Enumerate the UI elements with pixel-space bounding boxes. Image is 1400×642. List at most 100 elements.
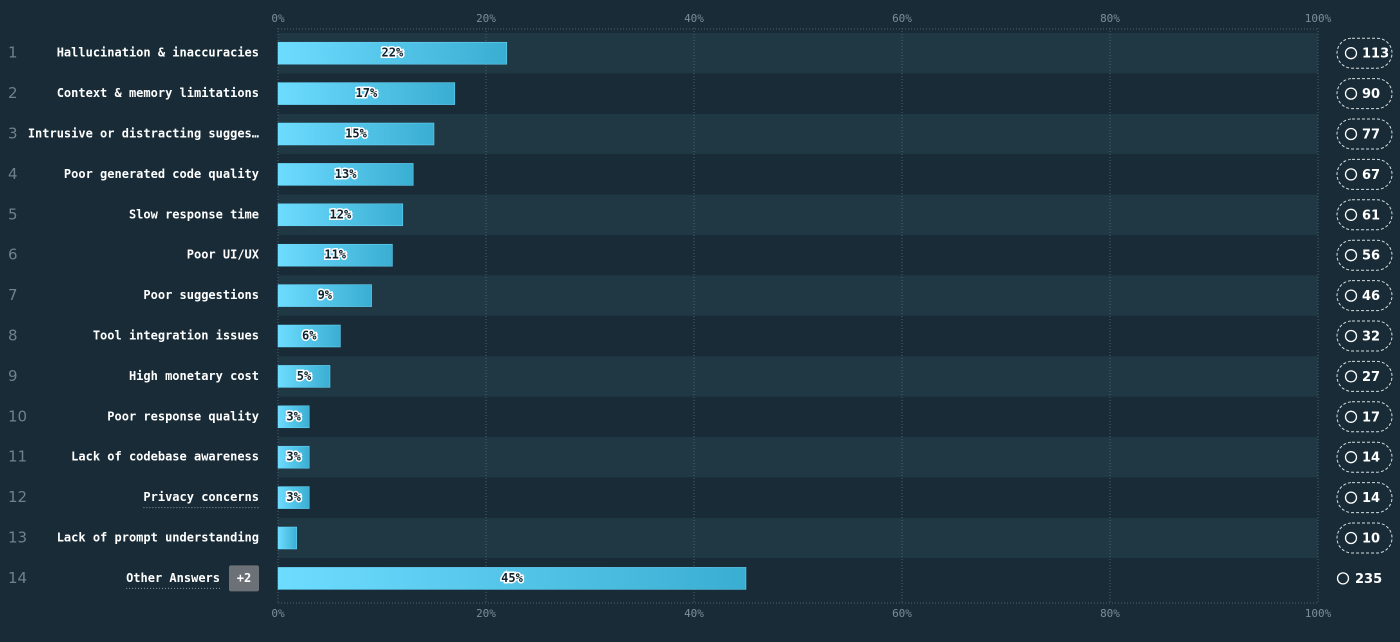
count-pill — [1336, 37, 1393, 69]
value-label: 15% — [345, 127, 367, 141]
x-tick-label: 0% — [271, 12, 285, 25]
comment-icon — [1344, 249, 1358, 262]
count-pill — [1336, 118, 1393, 150]
category-label: Other Answers — [126, 571, 220, 585]
rank: 8 — [8, 327, 18, 345]
category-label: Intrusive or distracting sugges… — [28, 127, 259, 141]
count-pill — [1336, 320, 1393, 352]
category-label: Privacy concerns — [143, 490, 259, 504]
comment-icon — [1344, 208, 1358, 221]
category-label: Hallucination & inaccuracies — [57, 46, 259, 60]
x-tick-label: 0% — [271, 607, 285, 620]
value-label: 22% — [382, 46, 404, 60]
rank: 3 — [8, 125, 18, 143]
bar — [277, 82, 456, 105]
x-tick-label: 40% — [684, 607, 704, 620]
badge — [229, 565, 259, 592]
count: 10 — [1362, 532, 1380, 547]
rank: 13 — [8, 529, 27, 547]
x-tick-label: 60% — [892, 607, 912, 620]
value-label: 3% — [286, 450, 301, 464]
value-label: 17% — [356, 86, 378, 100]
row-band — [278, 517, 1318, 559]
value-label: 11% — [324, 248, 346, 262]
rank: 9 — [8, 367, 18, 385]
count: 77 — [1362, 128, 1380, 143]
bar — [277, 526, 297, 550]
comment-icon — [1344, 370, 1358, 383]
bar — [277, 203, 404, 227]
rank: 6 — [8, 246, 18, 264]
value-label: 3% — [286, 490, 301, 504]
bar — [277, 486, 310, 509]
rank: 11 — [8, 448, 27, 466]
bar — [277, 445, 310, 469]
x-tick-label: 20% — [476, 607, 496, 620]
x-tick-label: 100% — [1305, 12, 1332, 25]
comment-icon — [1344, 410, 1358, 423]
count-pill — [1336, 441, 1393, 473]
count-pill — [1336, 239, 1393, 271]
count-pill — [1336, 78, 1393, 110]
category-label: Poor suggestions — [143, 288, 259, 302]
rank: 2 — [8, 84, 18, 102]
row-band — [278, 437, 1318, 478]
value-label: 12% — [330, 207, 352, 221]
comment-icon — [1344, 329, 1358, 343]
comment-icon — [1336, 572, 1350, 585]
rank: 14 — [8, 569, 27, 587]
category-label: Lack of prompt understanding — [57, 531, 259, 545]
rank: 12 — [8, 488, 27, 506]
bar — [277, 122, 435, 146]
bar — [277, 243, 393, 267]
count-pill — [1336, 360, 1393, 392]
value-label: 45% — [501, 571, 523, 585]
count: 46 — [1362, 289, 1380, 304]
comment-icon — [1344, 127, 1358, 141]
rank: 1 — [8, 44, 18, 62]
x-tick-label: 60% — [892, 12, 912, 25]
x-tick-label: 20% — [476, 12, 496, 25]
comment-icon — [1344, 531, 1358, 545]
rank: 5 — [8, 205, 18, 223]
count-pill — [1336, 280, 1393, 312]
row-band — [278, 356, 1318, 397]
badge-label: +2 — [237, 571, 251, 585]
comment-icon — [1344, 491, 1358, 504]
category-label: High monetary cost — [129, 369, 259, 383]
count: 67 — [1362, 168, 1380, 183]
x-tick-label: 100% — [1305, 607, 1332, 620]
row-band — [278, 113, 1318, 155]
comment-icon — [1344, 451, 1358, 464]
value-label: 5% — [297, 369, 312, 383]
count: 61 — [1362, 208, 1380, 223]
rank: 10 — [8, 407, 27, 425]
count: 17 — [1362, 410, 1380, 425]
x-tick-label: 40% — [684, 12, 704, 25]
bar — [277, 567, 747, 590]
category-label: Tool integration issues — [93, 329, 259, 343]
count-pill — [1336, 482, 1393, 514]
count-pill — [1336, 522, 1393, 554]
bar — [277, 324, 341, 348]
x-tick-label: 80% — [1100, 607, 1120, 620]
category-label: Slow response time — [129, 207, 259, 221]
value-label: 3% — [286, 409, 301, 423]
x-tick-label: 80% — [1100, 12, 1120, 25]
bar — [277, 41, 508, 65]
count-pill — [1336, 158, 1393, 190]
row-band — [278, 194, 1318, 235]
count: 27 — [1362, 370, 1380, 385]
bar — [277, 365, 331, 388]
category-label: Poor generated code quality — [64, 167, 259, 181]
comment-icon — [1344, 47, 1358, 60]
category-label: Context & memory limitations — [57, 86, 259, 100]
bar — [277, 284, 372, 307]
row-band — [278, 275, 1318, 316]
count: 90 — [1362, 87, 1380, 102]
comment-icon — [1344, 168, 1358, 181]
rank: 7 — [8, 286, 18, 304]
count-pill — [1336, 401, 1393, 433]
category-label: Lack of codebase awareness — [71, 450, 259, 464]
